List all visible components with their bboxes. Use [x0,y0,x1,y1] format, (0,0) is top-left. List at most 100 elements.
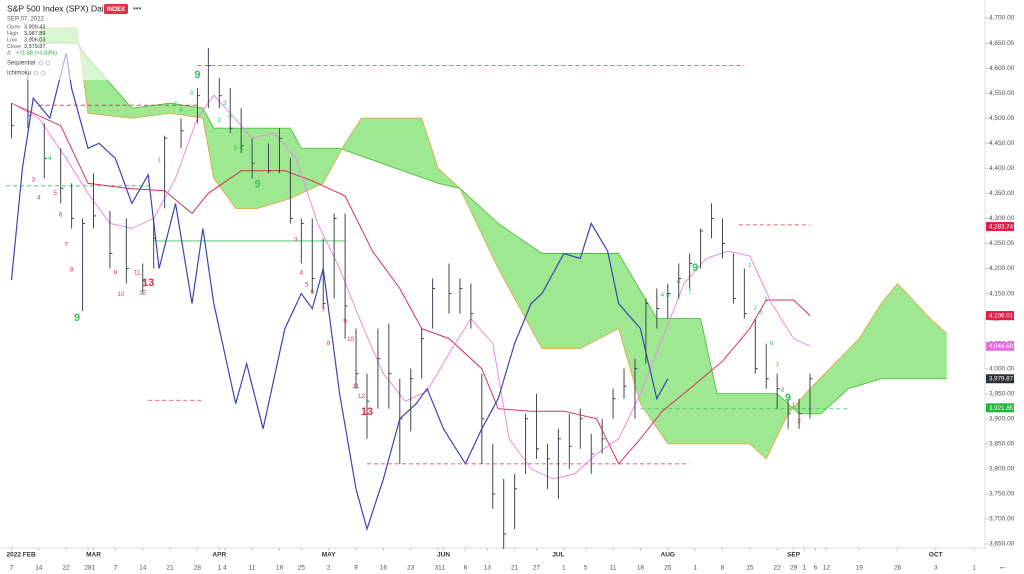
y-tick-label: 3,650.00 [989,541,1015,548]
x-tick-label: 11 [249,565,256,572]
indicator-toggle[interactable] [33,70,39,76]
indicator-line [11,102,811,465]
indicator-toggle[interactable] [38,60,44,66]
x-tick-label: 1 [562,565,566,572]
sequential-count: 5 [764,297,768,304]
month-label: JUN [437,552,450,559]
month-label: MAR [86,552,101,559]
x-tick-label: 31 [434,565,442,572]
y-tick-label: 4,000.00 [989,365,1015,372]
sequential-count: 7 [688,289,692,296]
sequential-count: 4 [37,195,41,202]
price-tag-bg [986,341,1014,351]
price-tag: 4,044.68 [989,343,1014,350]
sequential-count: 1 [157,157,161,164]
header: S&P 500 Index (SPX) Daily INDEX ••• SEP … [0,0,170,80]
sequential-count: 12 [358,393,366,400]
header-bg [0,0,170,80]
sequential-count: 5 [666,292,670,299]
y-tick-label: 4,350.00 [989,190,1015,197]
x-tick-label: 22 [63,565,71,572]
x-tick-label: 15 [746,565,754,572]
badge-bg [104,4,128,14]
sequential-count: 9 [194,69,200,81]
y-tick-label: 4,600.00 [989,65,1015,72]
sequential-count: 5 [234,145,238,152]
sequential-count: 2 [217,117,221,124]
x-tick-label: 28 [84,565,92,572]
x-tick-label: 1 [972,565,976,572]
x-tick-label: 6 [814,565,818,572]
sequential-count: 2 [797,418,801,425]
x-tick-label: 2 [327,565,331,572]
sequential-count: 9 [255,179,261,191]
sequential-count: 4 [48,155,52,162]
x-tick-label: 16 [380,565,388,572]
field-value: 3,906.03 [24,37,45,43]
sequential-count: 8 [190,90,194,97]
price-tag: 4,106.01 [989,313,1014,320]
x-tick-label: 1 [92,565,96,572]
x-tick-label: 1 [803,565,807,572]
sequential-count: 2 [753,305,757,312]
month-label: SEP [787,552,801,559]
x-tick-label: 14 [139,565,147,572]
sequential-count: 6 [179,107,183,114]
sequential-count: 1 [748,262,752,269]
title: S&P 500 Index (SPX) Daily [7,3,111,13]
cloud-fill [38,28,947,459]
x-tick-label: 21 [511,565,519,572]
scroll-back-arrow[interactable]: ← [998,562,1008,573]
sequential-count: 9 [785,392,791,404]
date: SEP 07, 2022 [7,17,45,23]
field-value: 3,909.43 [24,24,45,30]
y-tick-label: 4,500.00 [989,115,1015,122]
price-tag-bg [986,222,1014,232]
y-tick-label: 4,550.00 [989,90,1015,97]
x-tick-label: 1 [217,565,221,572]
price-tag-bg [986,403,1014,413]
menu-dots[interactable]: ••• [133,4,142,13]
x-tick-label: 19 [856,565,864,572]
field-label: Open [7,24,20,30]
indicator-settings[interactable] [45,60,51,66]
y-tick-label: 4,200.00 [989,265,1015,272]
sequential-count: 8 [327,340,331,347]
y-tick-label: 4,450.00 [989,140,1015,147]
y-tick-label: 4,300.00 [989,215,1015,222]
x-tick-label: 9 [354,565,358,572]
price-tag: 3,921.85 [989,405,1014,412]
y-tick-label: 3,800.00 [989,466,1015,473]
sequential-count: 3 [759,309,763,316]
y-tick-label: 4,400.00 [989,165,1015,172]
sequential-count: 8 [70,267,74,274]
field-value: 3,979.87 [24,44,45,50]
x-tick-label: 26 [894,565,902,572]
sequential-count: 4 [661,292,665,299]
price-tag: 3,979.87 [989,376,1014,383]
sequential-count: 3 [294,237,298,244]
y-tick-label: 4,150.00 [989,290,1015,297]
badge: INDEX [107,7,125,13]
x-tick-label: 22 [774,565,782,572]
sequential-count: 8 [781,387,785,394]
field-label: Low [7,37,17,43]
month-label: 2022 FEB [6,552,36,559]
sequential-count: 6 [310,289,314,296]
sequential-count: 11 [134,270,141,277]
y-tick-label: 3,700.00 [989,516,1015,523]
x-tick-label: 18 [637,565,645,572]
sequential-count: 7 [321,307,325,314]
x-tick-label: 21 [166,565,174,572]
sequential-count: 10 [347,336,355,343]
sequential-count: 11 [353,383,360,390]
sequential-count: 9 [74,312,80,324]
change-value: +71.68 (+1.83%) [16,50,57,56]
indicator-name: Ichimoku [7,71,31,77]
sequential-count: 1 [792,402,796,409]
y-tick-label: 3,950.00 [989,390,1015,397]
y-tick-label: 3,750.00 [989,491,1015,498]
sequential-count: 12 [139,290,147,297]
indicator-settings[interactable] [40,70,46,76]
sequential-count: 9 [114,270,118,277]
